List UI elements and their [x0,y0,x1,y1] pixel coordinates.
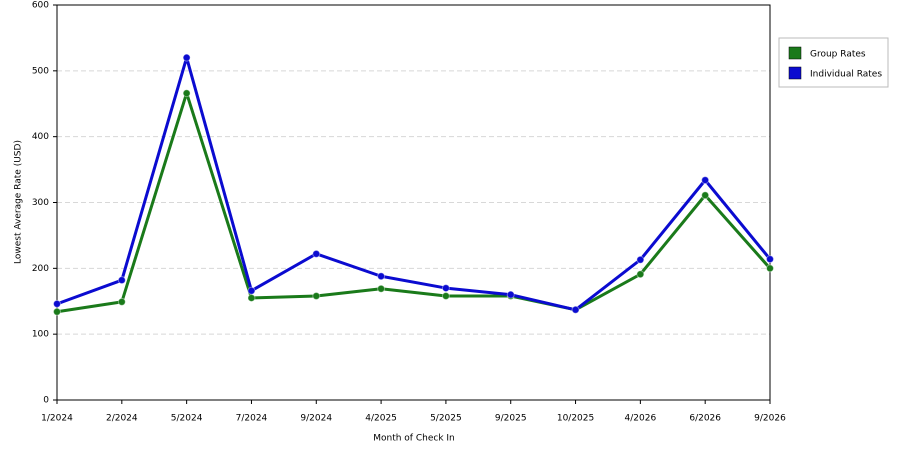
x-tick-label: 4/2025 [365,414,397,424]
data-point [53,299,61,308]
data-point [636,255,645,264]
y-tick-label: 200 [32,264,49,274]
data-point [441,291,450,300]
y-tick-label: 0 [43,396,49,406]
data-point [766,255,774,264]
series-line [56,91,772,314]
x-tick-label: 10/2025 [557,414,594,424]
x-tick-label: 5/2024 [171,414,203,424]
x-tick-label: 9/2025 [495,414,527,424]
legend-box [778,37,889,88]
data-point [506,290,515,299]
data-point [247,293,256,302]
data-point [766,264,774,273]
y-tick-label: 600 [32,1,49,11]
legend-swatch [788,66,802,80]
x-tick-label: 7/2024 [236,414,268,424]
x-tick-label: 1/2024 [41,414,73,424]
data-point [117,276,126,285]
x-tick-label: 9/2024 [300,414,332,424]
data-point [117,297,126,306]
data-point [182,53,191,62]
data-point [312,291,321,300]
data-point [701,191,710,200]
data-point [571,305,580,314]
data-point [182,89,191,98]
data-point [636,270,645,279]
x-tick-label: 9/2026 [754,414,786,424]
y-tick-label: 300 [32,198,49,208]
data-point [377,272,386,281]
x-tick-label: 4/2026 [625,414,657,424]
x-tick-label: 5/2025 [430,414,462,424]
x-tick-label: 2/2024 [106,414,138,424]
x-tick-label: 6/2026 [689,414,721,424]
legend-label: Group Rates [810,50,866,60]
legend-swatch [788,46,802,60]
data-point [247,286,256,295]
data-point [377,284,386,293]
x-axis-label: Month of Check In [373,434,455,444]
legend-label: Individual Rates [810,70,882,80]
y-tick-label: 100 [32,330,49,340]
y-tick-label: 400 [32,132,49,142]
plot-frame [56,4,771,401]
series-line [56,56,772,312]
data-point [312,249,321,258]
data-point [53,307,61,316]
y-axis-label: Lowest Average Rate (USD) [14,140,24,264]
y-tick-label: 500 [32,66,49,76]
data-point [701,176,710,185]
data-point [441,284,450,293]
